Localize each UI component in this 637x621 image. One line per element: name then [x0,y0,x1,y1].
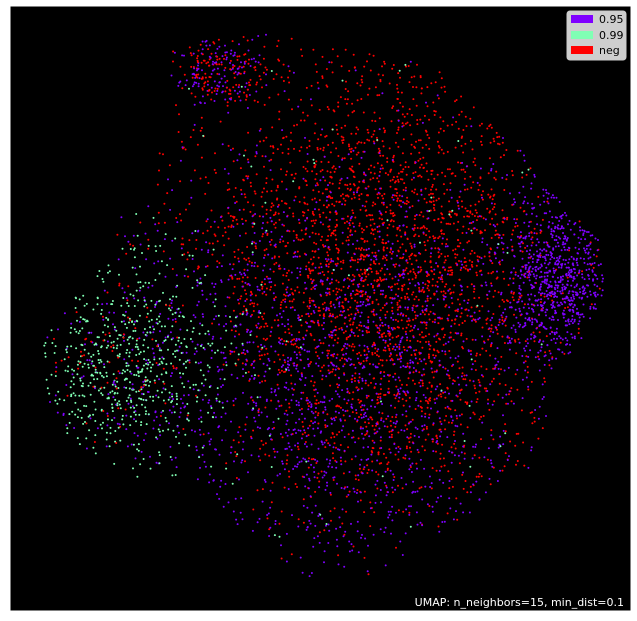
legend-swatch-neg [571,46,593,54]
legend-label-neg: neg [599,44,620,57]
legend-swatch-0-99 [571,31,593,39]
legend-label-0-95: 0.95 [599,13,624,26]
plot-area [10,6,631,611]
scatter-points [43,33,604,578]
umap-parameters-annotation: UMAP: n_neighbors=15, min_dist=0.1 [415,596,624,609]
legend: 0.95 0.99 neg [566,10,627,61]
legend-label-0-99: 0.99 [599,29,624,42]
legend-swatch-0-95 [571,15,593,23]
